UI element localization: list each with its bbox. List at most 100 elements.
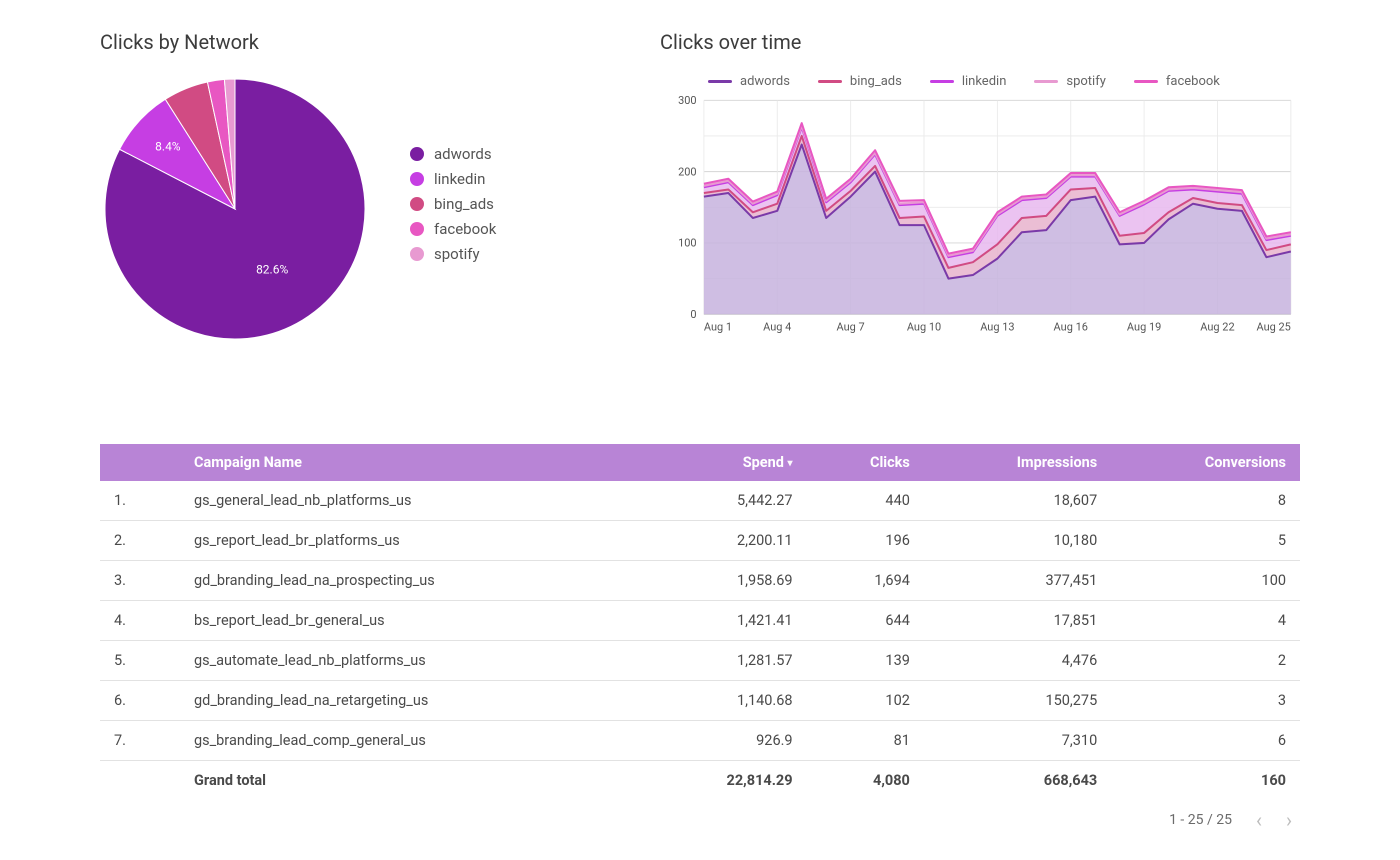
cell-name: gd_branding_lead_na_prospecting_us (180, 561, 644, 601)
pie-legend-swatch (410, 247, 424, 261)
pie-legend-swatch (410, 172, 424, 186)
pie-legend-item-bing_ads[interactable]: bing_ads (410, 197, 496, 212)
cell-idx: 6. (100, 681, 180, 721)
cell-spend: 1,140.68 (644, 681, 806, 721)
charts-row: Clicks by Network 82.6% 8.4% adwords linke… (100, 30, 1300, 344)
cell-name: gs_branding_lead_comp_general_us (180, 721, 644, 761)
pie-chart: 82.6% 8.4% (100, 74, 370, 344)
pie-legend-label: spotify (434, 247, 480, 262)
cell-idx: 3. (100, 561, 180, 601)
cell-impressions: 10,180 (924, 521, 1111, 561)
col-header-impressions[interactable]: Impressions (924, 444, 1111, 481)
cell-conversions: 5 (1111, 521, 1300, 561)
table-body: 1.gs_general_lead_nb_platforms_us5,442.2… (100, 481, 1300, 800)
line-legend-item-linkedin[interactable]: linkedin (930, 74, 1007, 89)
pie-legend-item-facebook[interactable]: facebook (410, 222, 496, 237)
line-legend-swatch (1034, 80, 1058, 83)
pie-legend-swatch (410, 147, 424, 161)
table-row[interactable]: 3.gd_branding_lead_na_prospecting_us1,95… (100, 561, 1300, 601)
table-row[interactable]: 5.gs_automate_lead_nb_platforms_us1,281.… (100, 641, 1300, 681)
cell-clicks: 81 (807, 721, 924, 761)
col-header-idx[interactable] (100, 444, 180, 481)
col-header-name[interactable]: Campaign Name (180, 444, 644, 481)
pie-legend-swatch (410, 222, 424, 236)
pie-legend-label: bing_ads (434, 197, 494, 212)
table-row[interactable]: 4.bs_report_lead_br_general_us1,421.4164… (100, 601, 1300, 641)
table-row[interactable]: 1.gs_general_lead_nb_platforms_us5,442.2… (100, 481, 1300, 521)
cell-clicks: 644 (807, 601, 924, 641)
cell-impressions: 150,275 (924, 681, 1111, 721)
cell-conversions: 6 (1111, 721, 1300, 761)
pie-body: 82.6% 8.4% adwords linkedin bing_adsfaceboo… (100, 74, 600, 344)
cell-clicks: 440 (807, 481, 924, 521)
cell-spend: 1,958.69 (644, 561, 806, 601)
line-chart-wrap: 0100200300Aug 1Aug 4Aug 7Aug 10Aug 13Aug… (660, 93, 1300, 344)
pager-next-icon[interactable]: › (1286, 810, 1292, 830)
x-tick-label: Aug 25 (1256, 321, 1290, 334)
pie-legend-item-linkedin[interactable]: linkedin (410, 172, 496, 187)
line-legend: adwords bing_ads linkedin spotify facebook (660, 74, 1300, 89)
line-legend-swatch (1134, 80, 1158, 83)
y-tick-label: 0 (690, 308, 696, 321)
line-legend-label: bing_ads (850, 74, 902, 89)
cell-idx: 7. (100, 721, 180, 761)
pie-legend-label: linkedin (434, 172, 485, 187)
pie-slice-pct-adwords: 82.6% (256, 262, 288, 276)
x-tick-label: Aug 13 (980, 321, 1014, 334)
col-header-spend[interactable]: Spend ▾ (644, 444, 806, 481)
cell-impressions: 377,451 (924, 561, 1111, 601)
line-chart: 0100200300Aug 1Aug 4Aug 7Aug 10Aug 13Aug… (660, 93, 1300, 340)
table-header: Campaign NameSpend ▾ClicksImpressionsCon… (100, 444, 1300, 481)
x-tick-label: Aug 10 (907, 321, 941, 334)
cell-spend: 1,281.57 (644, 641, 806, 681)
line-legend-item-facebook[interactable]: facebook (1134, 74, 1220, 89)
pie-legend-label: facebook (434, 222, 496, 237)
table-total-row: Grand total22,814.294,080668,643160 (100, 761, 1300, 801)
table-row[interactable]: 2.gs_report_lead_br_platforms_us2,200.11… (100, 521, 1300, 561)
cell-conversions: 3 (1111, 681, 1300, 721)
cell-impressions: 18,607 (924, 481, 1111, 521)
cell-impressions: 17,851 (924, 601, 1111, 641)
x-tick-label: Aug 16 (1054, 321, 1088, 334)
pager-range: 1 - 25 / 25 (1169, 812, 1232, 828)
cell-clicks: 196 (807, 521, 924, 561)
x-tick-label: Aug 7 (837, 321, 865, 334)
x-tick-label: Aug 1 (704, 321, 732, 334)
x-tick-label: Aug 19 (1127, 321, 1161, 334)
y-tick-label: 300 (678, 94, 697, 107)
pie-legend-item-spotify[interactable]: spotify (410, 247, 496, 262)
line-legend-swatch (818, 80, 842, 83)
line-legend-label: linkedin (962, 74, 1007, 89)
table-row[interactable]: 6.gd_branding_lead_na_retargeting_us1,14… (100, 681, 1300, 721)
cell-conversions: 4 (1111, 601, 1300, 641)
line-legend-item-bing_ads[interactable]: bing_ads (818, 74, 902, 89)
y-tick-label: 100 (678, 237, 697, 250)
line-legend-swatch (930, 80, 954, 83)
line-legend-item-adwords[interactable]: adwords (708, 74, 790, 89)
cell-name: Grand total (180, 761, 644, 801)
cell-idx: 1. (100, 481, 180, 521)
pager-prev-icon[interactable]: ‹ (1256, 810, 1262, 830)
line-title: Clicks over time (660, 30, 1300, 54)
cell-idx: 2. (100, 521, 180, 561)
col-header-clicks[interactable]: Clicks (807, 444, 924, 481)
cell-conversions: 100 (1111, 561, 1300, 601)
pie-slice-pct-linkedin: 8.4% (155, 140, 181, 154)
cell-spend: 1,421.41 (644, 601, 806, 641)
pie-legend-item-adwords[interactable]: adwords (410, 147, 496, 162)
pie-legend: adwords linkedin bing_ads facebook spotify (410, 147, 496, 272)
line-panel: Clicks over time adwords bing_ads linkedin… (660, 30, 1300, 344)
pie-title: Clicks by Network (100, 30, 600, 54)
cell-impressions: 7,310 (924, 721, 1111, 761)
x-tick-label: Aug 4 (763, 321, 791, 334)
cell-spend: 22,814.29 (644, 761, 806, 801)
line-legend-label: facebook (1166, 74, 1220, 89)
cell-idx (100, 761, 180, 801)
line-legend-item-spotify[interactable]: spotify (1034, 74, 1106, 89)
line-legend-label: spotify (1066, 74, 1106, 89)
pie-legend-swatch (410, 197, 424, 211)
line-legend-swatch (708, 80, 732, 83)
col-header-conversions[interactable]: Conversions (1111, 444, 1300, 481)
pie-panel: Clicks by Network 82.6% 8.4% adwords linke… (100, 30, 600, 344)
table-row[interactable]: 7.gs_branding_lead_comp_general_us926.98… (100, 721, 1300, 761)
